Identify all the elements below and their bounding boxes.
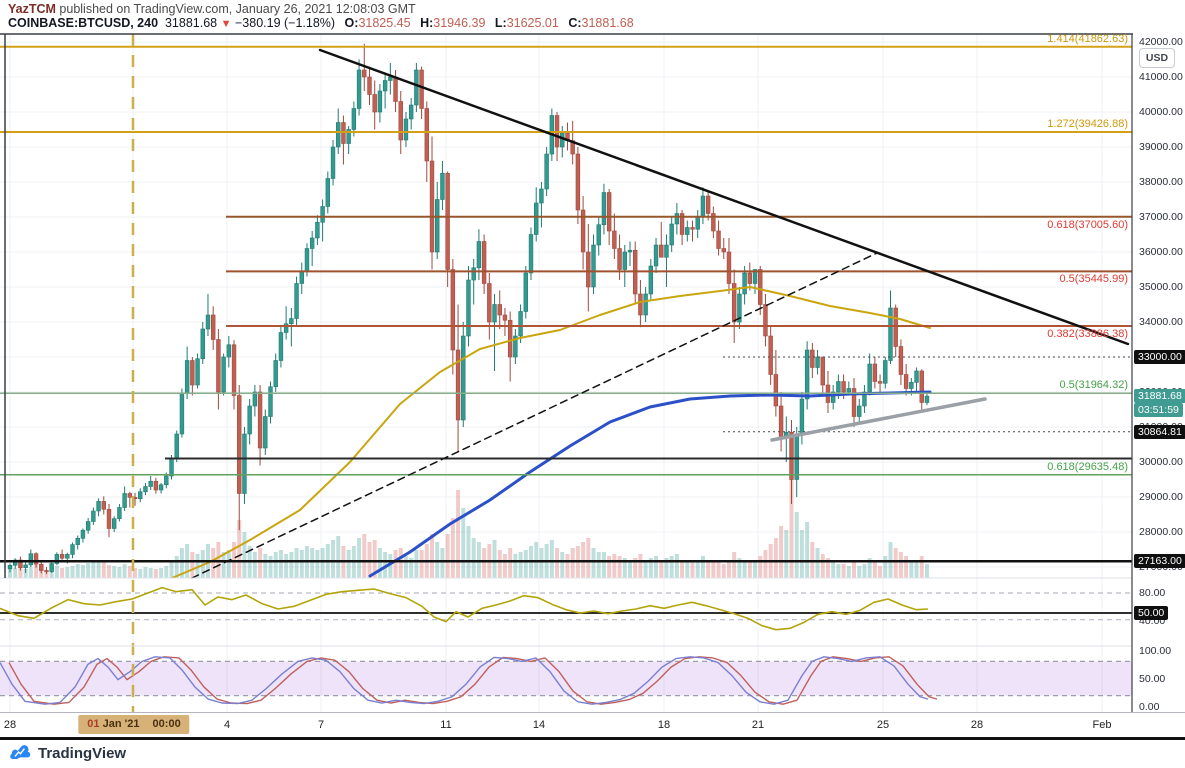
price-tick-label: 37000.00: [1139, 211, 1183, 223]
axis-badge-last-price: 31881.68: [1134, 389, 1185, 403]
author-name: YazTCM: [8, 2, 56, 16]
bottom-divider: [0, 737, 1185, 740]
badge-time: 00:00: [152, 718, 181, 730]
indicator-tick-label: 0.00: [1139, 701, 1160, 713]
ma-blue: [368, 390, 932, 578]
high-label: H:: [420, 16, 434, 30]
axis-badge-price-30864: 30864.81: [1134, 425, 1185, 439]
price-tick-label: 42000.00: [1139, 36, 1183, 48]
fib-level-label: 0.5(31964.32): [1059, 379, 1129, 392]
price-tick-label: 36000.00: [1139, 246, 1183, 258]
price-tick-label: 28000.00: [1139, 526, 1183, 538]
time-tick-label: 28: [970, 719, 984, 731]
time-tick-label: 14: [532, 719, 546, 731]
price-tick-label: 39000.00: [1139, 141, 1183, 153]
rsi-line: [0, 586, 929, 631]
fib-level-label: 0.5(35445.99): [1059, 273, 1129, 286]
price-tick-label: 29000.00: [1139, 491, 1183, 503]
fib-level-label: 0.618(37005.60): [1047, 218, 1128, 231]
time-axis[interactable]: 01 Jan '21 00:00 28 4 7 11 14 18 21 25 28 Feb: [0, 712, 1185, 738]
axis-badge-price-33000: 33000.00: [1134, 350, 1185, 364]
symbol-line: COINBASE:BTCUSD, 240 31881.68 ▼ −380.19 …: [8, 16, 634, 30]
trendline[interactable]: [191, 252, 878, 579]
close-label: C:: [568, 16, 582, 30]
low-label: L:: [494, 16, 507, 30]
trendline[interactable]: [770, 397, 987, 442]
fib-level-label: 1.272(39426.88): [1047, 118, 1128, 131]
down-arrow-icon: ▼: [220, 18, 232, 30]
change-text: −380.19 (−1.18%): [234, 16, 336, 30]
tradingview-cloud-icon: [10, 745, 31, 759]
fib-level-label: 0.382(33886.38): [1047, 327, 1128, 340]
indicator-tick-label: 100.00: [1139, 645, 1172, 657]
time-tick-label: 28: [3, 719, 17, 731]
price-tick-label: 35000.00: [1139, 281, 1183, 293]
badge-day: 01: [87, 718, 100, 730]
high-value: 31946.39: [433, 16, 486, 30]
open-value: 31825.45: [358, 16, 411, 30]
indicator-tick-label: 80.00: [1139, 587, 1166, 599]
time-tick-label: 18: [657, 719, 671, 731]
time-tick-label: 25: [876, 719, 890, 731]
time-tick-label: 7: [317, 719, 325, 731]
brand-name: TradingView: [38, 744, 127, 762]
publish-line: YazTCM published on TradingView.com, Jan…: [8, 2, 416, 16]
price-tick-label: 30000.00: [1139, 456, 1183, 468]
trendline[interactable]: [318, 48, 1130, 346]
time-tick-label: 21: [751, 719, 765, 731]
chart-header: YazTCM published on TradingView.com, Jan…: [0, 0, 1185, 30]
price-tick-label: 38000.00: [1139, 176, 1183, 188]
fib-level-label: 1.414(41862.63): [1047, 32, 1128, 45]
indicator-tick-label: 50.00: [1139, 673, 1166, 685]
currency-toggle-button[interactable]: USD: [1139, 48, 1175, 68]
low-value: 31625.01: [506, 16, 559, 30]
tradingview-logo-link[interactable]: TradingView: [8, 743, 126, 763]
last-price-text: 31881.68: [164, 16, 218, 30]
stoch-band: [0, 661, 1132, 696]
price-tick-label: 41000.00: [1139, 71, 1183, 83]
fib-level-label: 0.618(29635.48): [1047, 460, 1128, 473]
axis-badge-rsi-50: 50.00: [1134, 606, 1169, 620]
candles-and-volume: [7, 43, 932, 578]
published-text: published on TradingView.com, January 26…: [55, 2, 416, 16]
price-chart-canvas[interactable]: [0, 0, 1185, 740]
time-tick-label: 4: [223, 719, 231, 731]
jan1-time-badge: 01 Jan '21 00:00: [78, 715, 190, 734]
time-tick-label: 11: [440, 719, 452, 731]
time-tick-label: Feb: [1092, 719, 1112, 731]
price-axis[interactable]: USD 42000.00 41000.00 40000.00 39000.00 3800…: [1133, 31, 1185, 737]
price-tick-label: 40000.00: [1139, 106, 1183, 118]
close-value: 31881.68: [581, 16, 634, 30]
axis-badge-price-27163: 27163.00: [1134, 554, 1185, 568]
axis-badge-countdown: 03:51:59: [1134, 403, 1183, 417]
footer: TradingView: [0, 740, 1185, 768]
ma-yellow: [171, 286, 931, 578]
symbol-interval: COINBASE:BTCUSD, 240: [8, 16, 159, 30]
stoch-k-line: [0, 656, 929, 705]
badge-month-year: Jan '21: [102, 718, 140, 730]
price-tick-label: 34000.00: [1139, 316, 1183, 328]
open-label: O:: [344, 16, 359, 30]
stoch-d-line: [8, 656, 938, 705]
